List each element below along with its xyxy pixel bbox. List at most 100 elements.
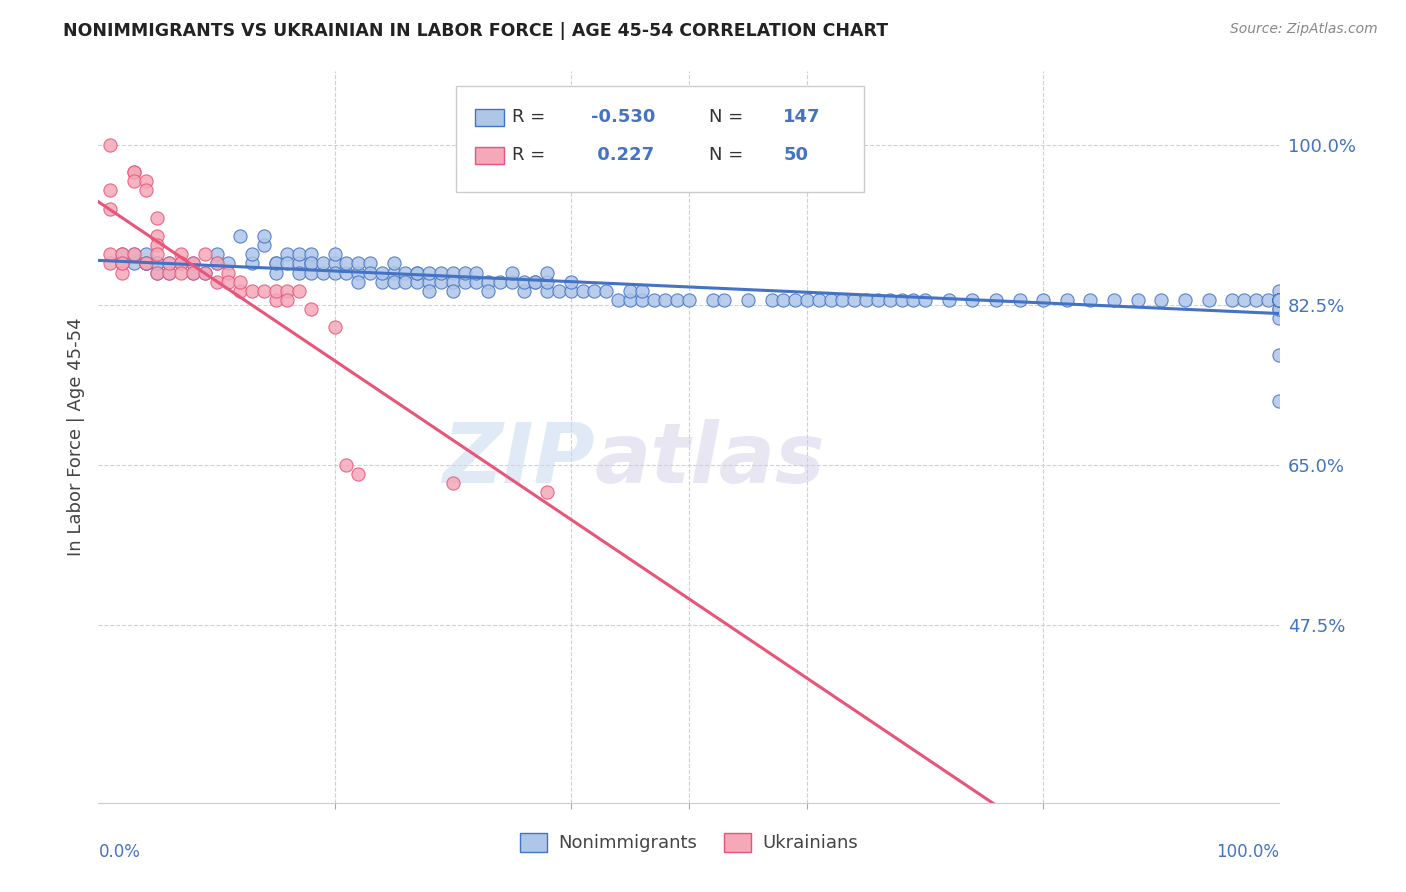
Point (98, 137, 121, 152)
Point (111, 266, 134, 280)
Point (253, 228, 276, 243)
Point (1268, 293, 1291, 307)
Point (619, 284, 641, 298)
Text: ZIP: ZIP (441, 418, 595, 500)
Point (524, 275, 547, 289)
Point (1268, 393, 1291, 408)
Point (430, 266, 453, 280)
Point (713, 293, 735, 307)
Point (170, 247, 193, 261)
Point (205, 275, 228, 289)
Point (382, 275, 405, 289)
Point (323, 247, 346, 261)
Point (347, 256, 370, 270)
Point (654, 293, 676, 307)
Point (1056, 293, 1078, 307)
Point (181, 266, 204, 280)
Point (831, 293, 853, 307)
Point (122, 256, 145, 270)
Point (240, 247, 263, 261)
Point (323, 256, 346, 270)
Point (111, 247, 134, 261)
Point (205, 247, 228, 261)
Point (253, 284, 276, 298)
Point (135, 174, 157, 188)
Text: R =: R = (512, 146, 546, 164)
Point (984, 293, 1007, 307)
Point (181, 266, 204, 280)
Point (678, 293, 700, 307)
Point (299, 256, 322, 270)
Text: N =: N = (709, 109, 744, 127)
Point (394, 275, 416, 289)
Point (489, 275, 512, 289)
Point (512, 275, 534, 289)
Point (194, 247, 217, 261)
Point (264, 293, 287, 307)
Point (796, 293, 818, 307)
Point (501, 266, 523, 280)
Point (560, 275, 582, 289)
Point (111, 247, 134, 261)
Point (170, 256, 193, 270)
Point (111, 256, 134, 270)
Point (441, 475, 464, 490)
Point (371, 266, 394, 280)
Point (122, 174, 145, 188)
Text: -0.530: -0.530 (591, 109, 655, 127)
Point (299, 256, 322, 270)
Y-axis label: In Labor Force | Age 45-54: In Labor Force | Age 45-54 (66, 318, 84, 557)
Point (146, 256, 169, 270)
Point (890, 293, 912, 307)
Point (276, 284, 298, 298)
Point (135, 256, 157, 270)
Point (1220, 293, 1243, 307)
Point (122, 165, 145, 179)
Point (264, 256, 287, 270)
Point (418, 275, 440, 289)
Point (1268, 348, 1291, 362)
Point (1244, 293, 1267, 307)
Point (312, 256, 335, 270)
Point (382, 256, 405, 270)
Point (98, 247, 121, 261)
Point (465, 266, 488, 280)
Point (807, 293, 830, 307)
Point (205, 256, 228, 270)
Point (477, 275, 499, 289)
Point (879, 293, 901, 307)
Legend: Nonimmigrants, Ukrainians: Nonimmigrants, Ukrainians (513, 826, 865, 860)
Point (194, 266, 217, 280)
Point (146, 211, 169, 225)
Point (453, 275, 475, 289)
Point (217, 266, 239, 280)
Point (146, 266, 169, 280)
Point (418, 284, 440, 298)
Point (312, 266, 335, 280)
Point (666, 293, 689, 307)
Point (276, 256, 298, 270)
Point (135, 247, 157, 261)
Point (477, 284, 499, 298)
Point (135, 183, 157, 197)
Point (855, 293, 877, 307)
Point (382, 266, 405, 280)
Point (536, 275, 558, 289)
Point (548, 284, 571, 298)
Text: 100.0%: 100.0% (1216, 843, 1279, 861)
Point (229, 275, 252, 289)
Point (157, 266, 180, 280)
Point (205, 256, 228, 270)
Point (536, 485, 558, 500)
Point (371, 275, 394, 289)
Point (264, 266, 287, 280)
Point (146, 238, 169, 252)
Point (264, 284, 287, 298)
FancyBboxPatch shape (475, 146, 503, 164)
Point (157, 256, 180, 270)
Point (406, 266, 429, 280)
Point (1126, 293, 1149, 307)
FancyBboxPatch shape (475, 109, 503, 127)
Point (98, 256, 121, 270)
Point (702, 293, 724, 307)
